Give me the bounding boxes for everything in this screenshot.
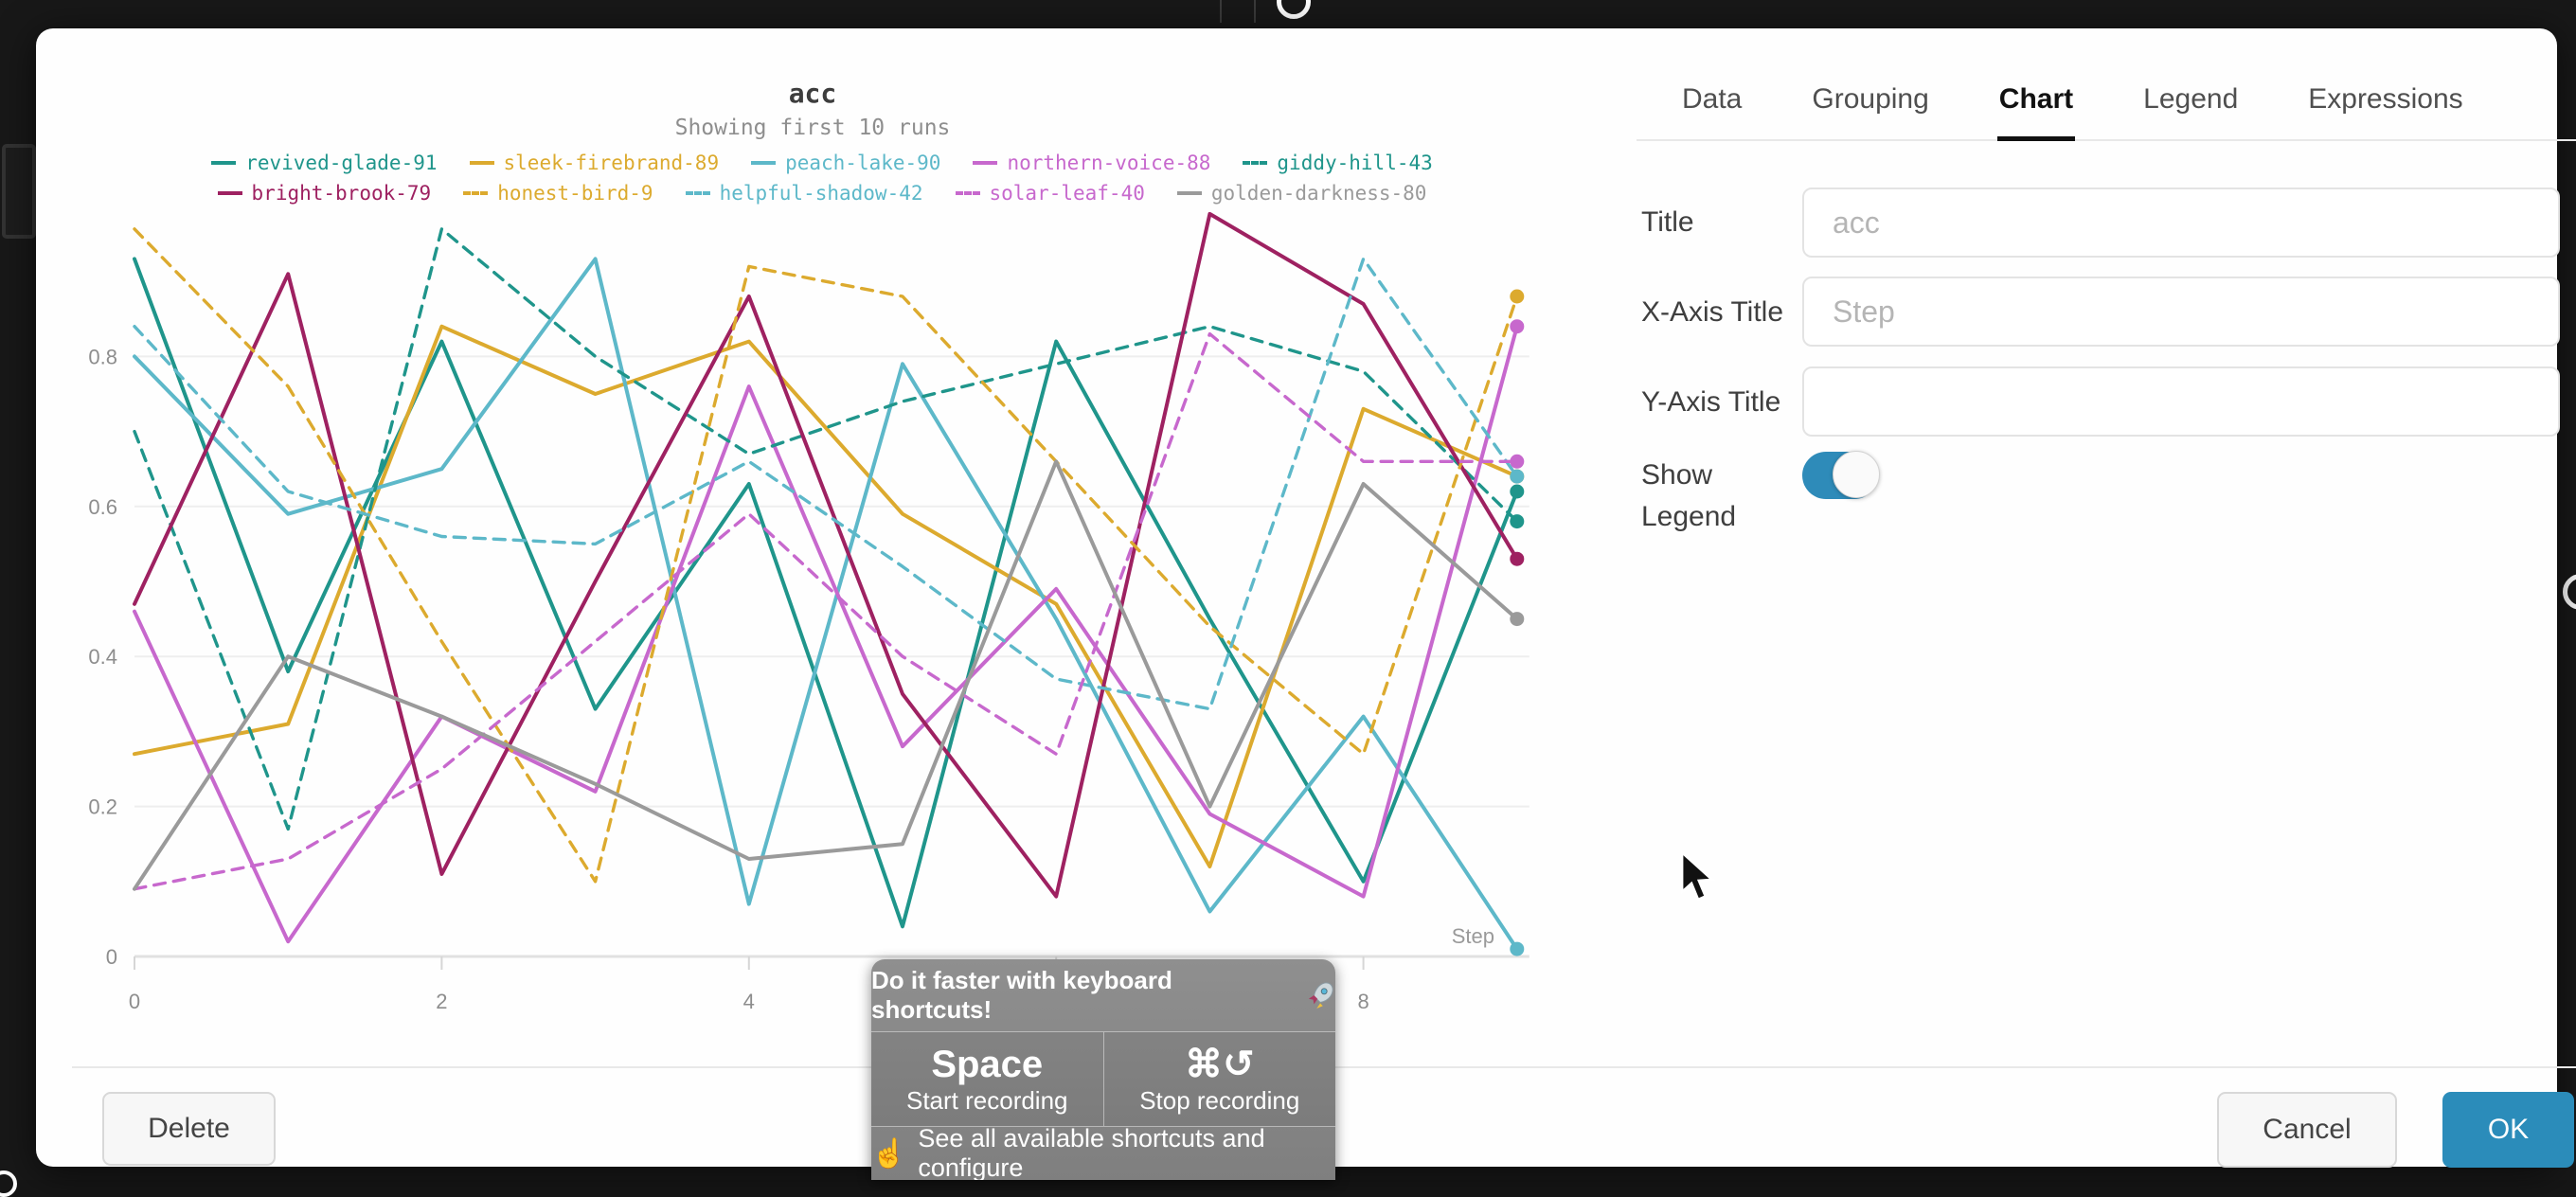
legend-swatch-icon [973,161,998,165]
legend-swatch-icon [1176,191,1202,195]
shortcut-start-recording: Space Start recording [905,1043,1068,1115]
legend-item[interactable]: peach-lake-90 [751,152,940,174]
legend-item-label: honest-bird-9 [497,182,653,205]
shortcut-stop-recording: ⌘↺ Stop recording [1102,1032,1336,1126]
tab-expressions[interactable]: Expressions [2308,83,2463,115]
legend-swatch-icon [955,191,980,195]
legend-swatch-icon [211,161,237,165]
legend-item[interactable]: sleek-firebrand-89 [469,152,720,174]
tab-legend[interactable]: Legend [2143,83,2239,115]
tab-data[interactable]: Data [1682,83,1743,115]
cancel-button[interactable]: Cancel [2217,1092,2397,1168]
y-axis-title-input[interactable] [1802,366,2560,437]
legend-swatch-icon [469,161,494,165]
legend-item[interactable]: giddy-hill-43 [1243,152,1433,174]
svg-text:0.4: 0.4 [88,645,117,669]
corner-arc-icon [0,1170,17,1197]
chart-subtitle: Showing first 10 runs [674,116,951,140]
svg-text:0.2: 0.2 [88,795,117,819]
topbar-glyph-icon [1277,0,1311,19]
shortcuts-overlay-title: Do it faster with keyboard shortcuts! [871,959,1335,1031]
legend-item-label: northern-voice-88 [1007,152,1211,174]
svg-text:Step: Step [1452,924,1494,948]
legend-item[interactable]: northern-voice-88 [973,152,1210,174]
legend-swatch-icon [751,161,777,165]
toggle-knob [1833,451,1880,498]
pointing-hand-icon: ☝ [871,1137,907,1170]
legend-item-label: helpful-shadow-42 [719,182,923,205]
legend-item[interactable]: solar-leaf-40 [955,182,1145,205]
keyboard-shortcuts-overlay: Do it faster with keyboard shortcuts! Sp… [871,959,1335,1180]
legend-item[interactable]: revived-glade-91 [211,152,438,174]
legend-item[interactable]: honest-bird-9 [463,182,653,205]
svg-text:0.8: 0.8 [88,345,117,368]
chart-title: acc [788,78,837,109]
legend-item-label: giddy-hill-43 [1277,152,1433,174]
svg-text:0: 0 [129,990,140,1013]
tab-chart[interactable]: Chart [1996,78,2076,141]
legend-item[interactable]: helpful-shadow-42 [685,182,923,205]
topbar-separator [1254,0,1256,23]
chart-legend-row: revived-glade-91 sleek-firebrand-89 peach-… [150,152,1494,174]
delete-button[interactable]: Delete [102,1092,276,1166]
x-axis-title-label: X-Axis Title [1641,296,1784,328]
chart-legend-row: bright-brook-79 honest-bird-9 helpful-shad… [150,182,1494,205]
tab-grouping[interactable]: Grouping [1812,83,1929,115]
svg-text:0: 0 [106,945,117,969]
settings-tabs: Data Grouping Chart Legend Expressions [1637,78,2576,141]
legend-item-label: revived-glade-91 [245,152,438,174]
x-axis-title-input[interactable] [1802,277,2560,347]
legend-swatch-icon [217,191,242,195]
svg-text:0.6: 0.6 [88,495,117,519]
title-field-label: Title [1641,206,1694,238]
legend-swatch-icon [685,191,710,195]
show-legend-toggle[interactable] [1802,451,1880,499]
legend-item-label: solar-leaf-40 [989,182,1145,205]
svg-text:8: 8 [1357,990,1368,1013]
legend-swatch-icon [1243,161,1268,165]
legend-swatch-icon [463,191,489,195]
edge-circle-icon [2563,574,2576,610]
title-input[interactable] [1802,188,2560,258]
legend-item[interactable]: bright-brook-79 [217,182,432,205]
rocket-icon [1309,982,1333,1009]
legend-item[interactable]: golden-darkness-80 [1176,182,1427,205]
legend-item-label: peach-lake-90 [785,152,941,174]
see-all-shortcuts-link[interactable]: ☝ See all available shortcuts and config… [871,1124,1265,1180]
legend-item-label: bright-brook-79 [251,182,432,205]
shortcut-cells: Space Start recording ⌘↺ Stop recording [871,1031,1335,1127]
svg-text:4: 4 [743,990,755,1013]
ok-button[interactable]: OK [2442,1092,2574,1168]
legend-item-label: sleek-firebrand-89 [503,152,720,174]
show-legend-label: Show Legend [1641,459,1737,532]
svg-text:2: 2 [436,990,447,1013]
legend-item-label: golden-darkness-80 [1210,182,1427,205]
topbar-separator [1220,0,1222,23]
y-axis-title-label: Y-Axis Title [1641,386,1781,418]
background-page-icon [2,144,36,239]
